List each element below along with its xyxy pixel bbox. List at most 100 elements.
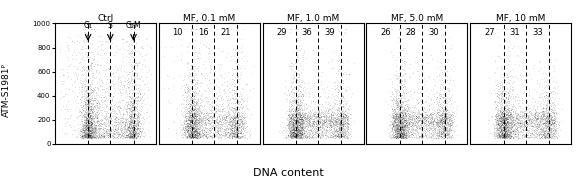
Point (514, 130, 523, 133)
Point (442, 130, 452, 133)
Point (329, 126, 338, 129)
Point (400, 107, 409, 109)
Point (185, 105, 194, 108)
Point (86, 122, 96, 125)
Point (394, 118, 403, 121)
Point (59, 68, 68, 71)
Point (117, 130, 126, 133)
Point (543, 111, 552, 114)
Point (85, 99, 94, 102)
Point (232, 127, 241, 130)
Point (338, 110, 347, 113)
Point (78, 123, 88, 126)
Point (548, 112, 558, 115)
Point (498, 91, 507, 94)
Point (391, 122, 400, 125)
Point (394, 79, 403, 82)
Point (391, 101, 400, 104)
Point (553, 103, 562, 105)
Point (197, 122, 206, 125)
Point (119, 125, 128, 128)
Point (186, 106, 195, 109)
Point (110, 131, 119, 134)
Point (393, 127, 403, 130)
Point (81, 107, 90, 110)
Point (186, 103, 195, 105)
Point (420, 119, 429, 122)
Point (291, 128, 301, 131)
Point (236, 117, 245, 120)
Point (103, 111, 112, 114)
Point (541, 91, 550, 93)
Point (507, 124, 516, 127)
Point (187, 71, 196, 73)
Point (82, 94, 92, 97)
Point (503, 120, 513, 122)
Point (226, 120, 235, 123)
Point (190, 131, 199, 134)
Point (499, 97, 508, 100)
Point (550, 132, 559, 135)
Point (84, 101, 93, 104)
Point (130, 112, 139, 115)
Point (190, 133, 199, 136)
Point (296, 113, 305, 116)
Point (129, 90, 138, 93)
Point (86, 116, 96, 119)
Point (426, 112, 435, 115)
Point (295, 105, 304, 108)
Point (130, 116, 139, 119)
Point (288, 112, 297, 115)
Point (541, 129, 551, 132)
Point (188, 130, 198, 133)
Point (291, 122, 300, 125)
Point (206, 127, 215, 130)
Point (495, 129, 505, 132)
Point (296, 113, 305, 116)
Point (128, 126, 137, 129)
Point (320, 133, 329, 136)
Point (202, 126, 211, 129)
Point (92, 108, 101, 111)
Point (435, 119, 445, 122)
Point (299, 119, 308, 122)
Point (78, 136, 87, 139)
Point (293, 94, 302, 97)
Point (87, 131, 96, 134)
Point (402, 118, 411, 121)
Point (190, 133, 199, 136)
Point (183, 130, 192, 133)
Point (289, 123, 298, 125)
Point (514, 118, 523, 121)
Point (411, 125, 420, 128)
Point (240, 136, 249, 138)
Point (202, 119, 211, 122)
Point (128, 136, 137, 139)
Point (314, 111, 324, 113)
Point (295, 130, 305, 133)
Point (339, 132, 348, 135)
Point (513, 133, 522, 136)
Point (216, 133, 225, 136)
Point (184, 134, 194, 137)
Point (437, 117, 446, 120)
Point (202, 131, 211, 134)
Point (343, 123, 353, 125)
Point (505, 115, 514, 118)
Point (439, 126, 449, 129)
Point (405, 105, 414, 108)
Point (220, 121, 229, 124)
Point (184, 112, 193, 114)
Point (312, 114, 321, 117)
Point (233, 86, 242, 89)
Point (124, 121, 133, 124)
Point (314, 120, 324, 123)
Point (184, 135, 194, 138)
Point (98, 88, 107, 91)
Point (86, 132, 95, 134)
Point (84, 112, 93, 114)
Point (196, 124, 205, 127)
Point (297, 108, 306, 111)
Point (238, 119, 247, 122)
Point (317, 131, 327, 134)
